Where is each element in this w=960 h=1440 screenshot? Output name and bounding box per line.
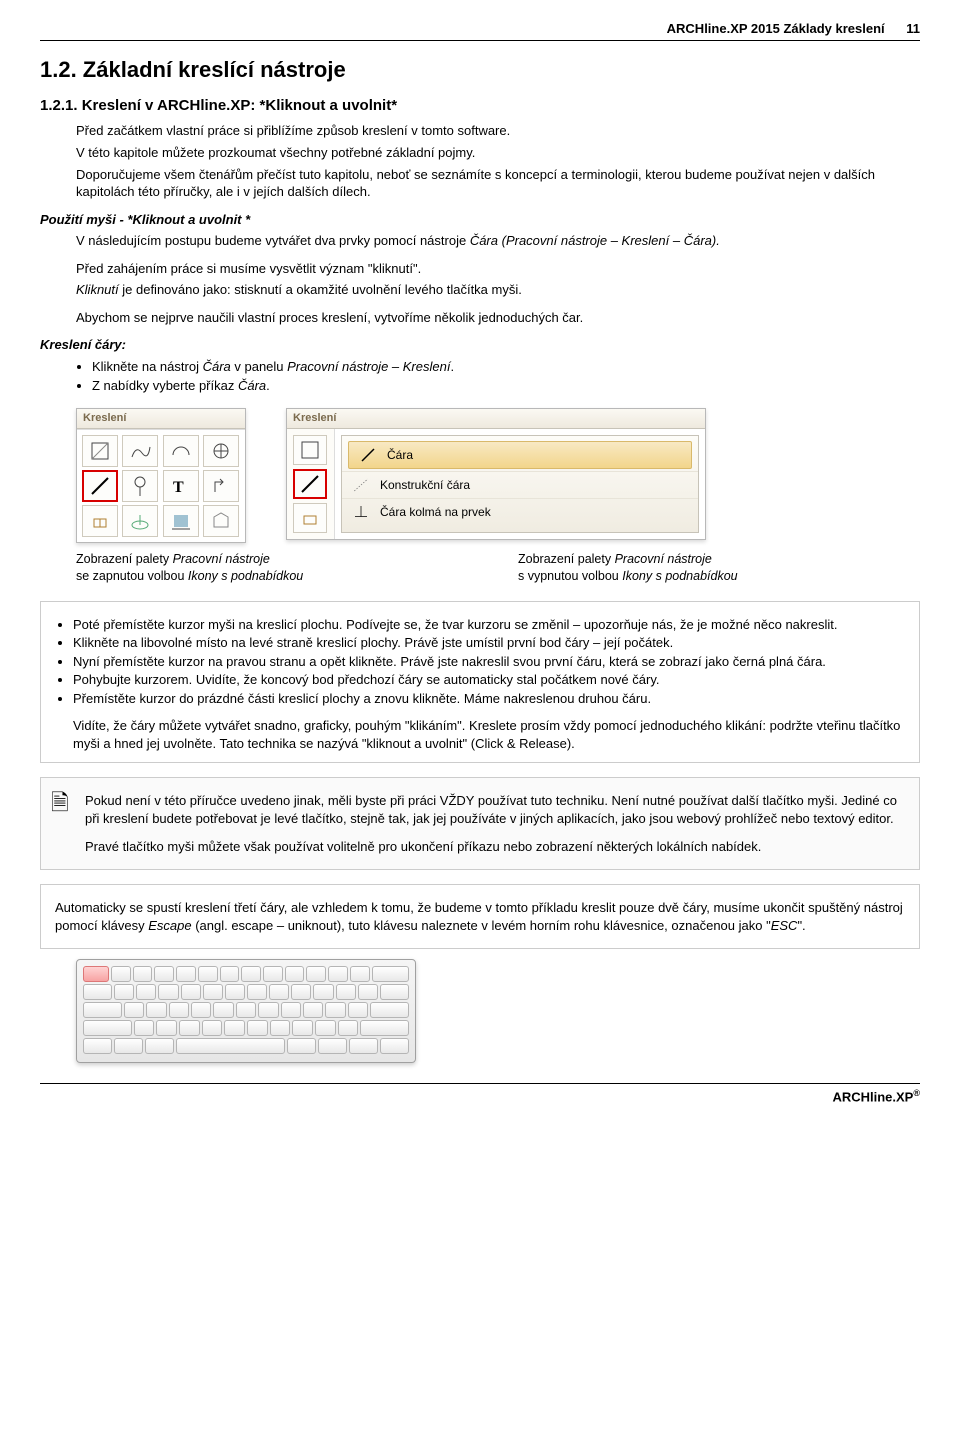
mouse-p4: Abychom se nejprve naučili vlastní proce… [76, 309, 920, 327]
mouse-p2: Před zahájením práce si musíme vysvětlit… [76, 260, 920, 278]
line-tool-icon[interactable] [82, 470, 118, 502]
menu-item-perpendicular[interactable]: Čára kolmá na prvek [342, 498, 698, 525]
tool-icon[interactable] [82, 435, 118, 467]
menu-item-construction[interactable]: Konstrukční čára [342, 471, 698, 498]
esc-p: Automaticky se spustí kreslení třetí čár… [55, 899, 905, 934]
mouse-section-title: Použití myši - *Kliknout a uvolnit * [40, 211, 920, 229]
note-icon: 🗎 [51, 788, 69, 818]
tool-icon[interactable] [122, 505, 158, 537]
tool-icon[interactable] [203, 505, 239, 537]
tool-icon[interactable] [163, 435, 199, 467]
keyboard [76, 959, 416, 1063]
figure-row: Kreslení T Kreslení [76, 408, 920, 543]
footer-brand: ARCHline.XP [832, 1090, 913, 1105]
panel-title-left: Kreslení [77, 409, 245, 429]
steps-after: Vidíte, že čáry můžete vytvářet snadno, … [73, 717, 905, 752]
mouse-block: V následujícím postupu budeme vytvářet d… [76, 232, 920, 326]
tool-icon[interactable] [293, 503, 327, 533]
footer-reg: ® [913, 1088, 920, 1098]
heading-1: 1.2. Základní kreslící nástroje [40, 55, 920, 85]
tool-panel-right: Kreslení Čára Konstrukční čára Čára kol [286, 408, 706, 540]
note-p2: Pravé tlačítko myši můžete však používat… [85, 838, 905, 856]
step-2: Klikněte na libovolné místo na levé stra… [73, 634, 905, 652]
caption-left: Zobrazení palety Pracovní nástroje se za… [76, 551, 478, 585]
menu-item-line[interactable]: Čára [348, 441, 692, 469]
mouse-p1: V následujícím postupu budeme vytvářet d… [76, 232, 920, 250]
icon-grid: T [77, 429, 245, 542]
note-p1: Pokud není v této příručce uvedeno jinak… [85, 792, 905, 827]
submenu: Čára Konstrukční čára Čára kolmá na prve… [341, 435, 699, 533]
tool-icon[interactable] [82, 505, 118, 537]
bullet-2: Z nabídky vyberte příkaz Čára. [92, 377, 920, 395]
bullet-1: Klikněte na nástroj Čára v panelu Pracov… [92, 358, 920, 376]
page-header: ARCHline.XP 2015 Základy kreslení 11 [40, 20, 920, 41]
heading-2: 1.2.1. Kreslení v ARCHline.XP: *Kliknout… [40, 96, 920, 116]
esc-key [83, 966, 109, 982]
note-box: 🗎 Pokud není v této příručce uvedeno jin… [40, 777, 920, 870]
drawline-title: Kreslení čáry: [40, 336, 920, 354]
svg-text:T: T [173, 479, 184, 496]
intro-p1: Před začátkem vlastní práce si přiblížím… [76, 122, 920, 140]
page-footer: ARCHline.XP® [40, 1083, 920, 1106]
step-3: Nyní přemístěte kurzor na pravou stranu … [73, 653, 905, 671]
tool-icon[interactable] [163, 505, 199, 537]
intro-block: Před začátkem vlastní práce si přiblížím… [76, 122, 920, 200]
step-1: Poté přemístěte kurzor myši na kreslicí … [73, 616, 905, 634]
tool-icon[interactable] [122, 435, 158, 467]
steps-box: Poté přemístěte kurzor myši na kreslicí … [40, 601, 920, 764]
mouse-p3: Kliknutí je definováno jako: stisknutí a… [76, 281, 920, 299]
intro-p2: V této kapitole můžete prozkoumat všechn… [76, 144, 920, 162]
tool-panel-left: Kreslení T [76, 408, 246, 543]
steps-list: Poté přemístěte kurzor myši na kreslicí … [73, 616, 905, 708]
line-tool-icon[interactable] [293, 469, 327, 499]
tool-icon[interactable] [293, 435, 327, 465]
keyboard-image [76, 959, 416, 1063]
panel-title-right: Kreslení [287, 409, 705, 429]
tool-icon[interactable]: T [163, 470, 199, 502]
tool-icon[interactable] [122, 470, 158, 502]
caption-right: Zobrazení palety Pracovní nástroje s vyp… [518, 551, 920, 585]
header-title: ARCHline.XP 2015 Základy kreslení [667, 21, 885, 36]
page-number: 11 [906, 21, 920, 36]
tool-icon[interactable] [203, 470, 239, 502]
tool-icon[interactable] [203, 435, 239, 467]
intro-p3: Doporučujeme všem čtenářům přečíst tuto … [76, 166, 920, 201]
esc-box: Automaticky se spustí kreslení třetí čár… [40, 884, 920, 949]
caption-row: Zobrazení palety Pracovní nástroje se za… [76, 551, 920, 585]
step-4: Pohybujte kurzorem. Uvidíte, že koncový … [73, 671, 905, 689]
step-5: Přemístěte kurzor do prázdné části kresl… [73, 690, 905, 708]
drawline-bullets: Klikněte na nástroj Čára v panelu Pracov… [92, 358, 920, 394]
